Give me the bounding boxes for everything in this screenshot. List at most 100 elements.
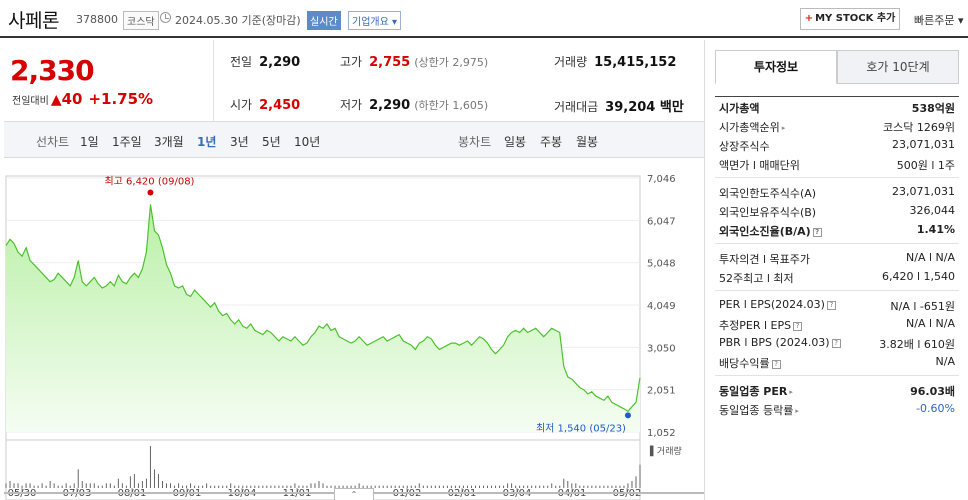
- realtime-button[interactable]: 실시간: [307, 11, 341, 30]
- help-icon[interactable]: ?: [793, 321, 803, 331]
- volume-bar: [563, 478, 565, 488]
- volume-bar: [374, 485, 376, 488]
- arrow-right-icon[interactable]: ▸: [781, 124, 786, 132]
- quote-high: 고가 2,755 (상한가 2,975): [340, 53, 488, 70]
- volume-bar: [639, 464, 641, 488]
- candle-daily[interactable]: 일봉: [504, 135, 527, 149]
- volume-bar: [61, 485, 63, 488]
- volume-bar: [186, 485, 188, 488]
- volume-bar: [306, 485, 308, 488]
- info-value: N/A l N/A: [906, 317, 955, 330]
- period-10y[interactable]: 10년: [294, 135, 321, 149]
- volume-bar: [65, 483, 67, 488]
- volume-bar: [53, 483, 55, 488]
- volume-bar: [366, 485, 368, 488]
- info-value: 1.41%: [916, 223, 955, 236]
- volume-bar: [278, 485, 280, 488]
- volume-bar: [266, 485, 268, 488]
- volume-bar: [121, 483, 123, 488]
- help-icon[interactable]: ?: [826, 300, 836, 310]
- volume-bar: [29, 483, 31, 488]
- base-date: 2024.05.30 기준(장마감): [175, 14, 301, 27]
- volume-bar: [346, 485, 348, 488]
- my-stock-add-button[interactable]: + MY STOCK 추가: [800, 8, 900, 30]
- volume-bar: [430, 485, 432, 488]
- help-icon[interactable]: ?: [771, 359, 781, 369]
- volume-bar: [531, 485, 533, 488]
- period-3m[interactable]: 3개월: [154, 135, 184, 149]
- volume-bar: [182, 485, 184, 488]
- volume-bar: [483, 485, 485, 488]
- volume-bar: [290, 485, 292, 488]
- quick-order-button[interactable]: 빠른주문 ▾: [914, 14, 964, 27]
- volume-bar: [9, 481, 11, 488]
- info-value: N/A l N/A: [906, 251, 955, 264]
- volume-bar: [414, 485, 416, 488]
- expand-chart-button[interactable]: ⌃: [334, 488, 374, 500]
- quote-amount: 거래대금 39,204 백만: [554, 96, 684, 115]
- volume-bar: [466, 485, 468, 488]
- arrow-right-icon[interactable]: ▸: [789, 388, 793, 396]
- volume-bar: [25, 483, 27, 488]
- volume-bar: [214, 485, 216, 488]
- volume-bar: [571, 483, 573, 488]
- volume-bar: [89, 483, 91, 488]
- volume-bar: [145, 478, 147, 488]
- info-row: 외국인보유주식수(B) 326,044: [715, 201, 959, 220]
- info-label: 액면가 l 매매단위: [719, 159, 800, 172]
- period-3y[interactable]: 3년: [230, 135, 249, 149]
- tab-orderbook-10[interactable]: 호가 10단계: [837, 50, 959, 84]
- volume-bar: [507, 483, 509, 488]
- arrow-right-icon[interactable]: ▸: [795, 407, 799, 415]
- volume-bar: [354, 485, 356, 488]
- volume-bar: [370, 485, 372, 488]
- volume-bar: [511, 483, 513, 488]
- volume-bar: [495, 485, 497, 488]
- volume-bar: [85, 483, 87, 488]
- info-value: 23,071,031: [892, 138, 955, 151]
- y-tick-label: 1,052: [647, 428, 676, 439]
- y-tick-label: 5,048: [647, 259, 676, 270]
- candle-monthly[interactable]: 월봉: [576, 135, 599, 149]
- volume-bar: [5, 483, 7, 488]
- volume-bar: [254, 485, 256, 488]
- volume-bar: [535, 485, 537, 488]
- tab-investment-info[interactable]: 투자정보: [715, 50, 837, 84]
- candle-weekly[interactable]: 주봉: [540, 135, 563, 149]
- volume-bar: [543, 485, 545, 488]
- volume-bar: [258, 485, 260, 488]
- volume-bar: [194, 485, 196, 488]
- volume-bar: [446, 485, 448, 488]
- help-icon[interactable]: ?: [812, 227, 822, 237]
- volume-bar: [547, 485, 549, 488]
- info-row: PER l EPS(2024.03)? N/A l -651원: [715, 295, 959, 314]
- info-row: 시가총액순위 ▸ 코스닥 1269위: [715, 116, 959, 135]
- y-tick-label: 2,051: [647, 386, 676, 397]
- change-value: 40: [61, 90, 83, 108]
- info-label: 외국인소진율(B/A)?: [719, 223, 822, 239]
- period-1d[interactable]: 1일: [80, 135, 99, 149]
- volume-bar: [93, 483, 95, 488]
- up-triangle-icon: ▲: [50, 92, 62, 108]
- volume-bar: [37, 485, 39, 488]
- volume-bar: [17, 483, 19, 488]
- info-separator: [715, 177, 959, 178]
- volume-bar: [623, 485, 625, 488]
- volume-bar: [631, 481, 633, 488]
- volume-bar: [302, 485, 304, 488]
- volume-bar: [230, 483, 232, 488]
- quote-label: 거래량: [554, 55, 588, 69]
- volume-bar: [190, 483, 192, 488]
- info-row: 52주최고 l 최저 6,420 l 1,540: [715, 267, 959, 286]
- company-overview-button[interactable]: 기업개요 ▾: [348, 11, 401, 30]
- volume-bar: [81, 481, 83, 488]
- volume-bar: [149, 446, 151, 488]
- volume-bar: [242, 485, 244, 488]
- period-1w[interactable]: 1주일: [112, 135, 142, 149]
- help-icon[interactable]: ?: [831, 338, 841, 348]
- period-5y[interactable]: 5년: [262, 135, 281, 149]
- period-1y[interactable]: 1년: [197, 135, 217, 149]
- volume-bar: [523, 485, 525, 488]
- volume-bar: [599, 485, 601, 488]
- quote-label: 저가: [340, 98, 363, 112]
